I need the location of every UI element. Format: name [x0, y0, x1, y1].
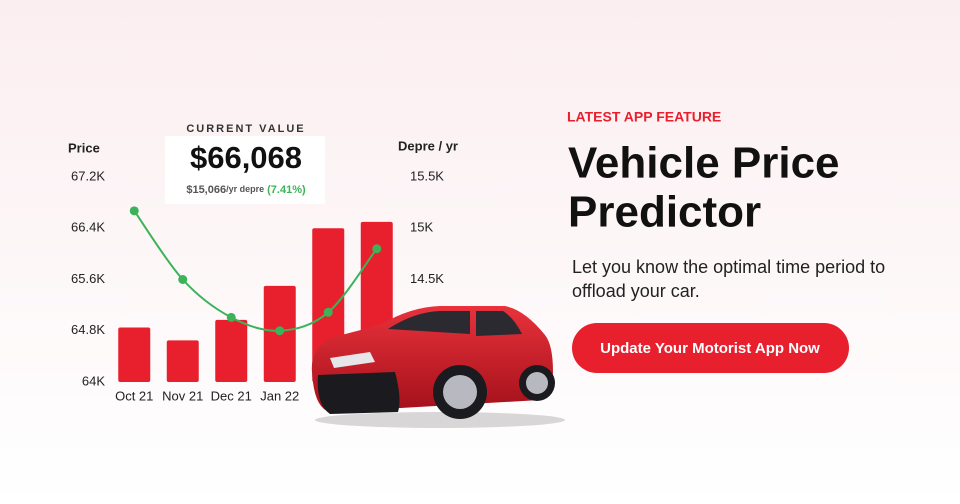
depre-unit: /yr depre: [226, 184, 264, 194]
depre-line: $15,066/yr depre (7.41%): [186, 184, 306, 196]
y-tick-label: 67.2K: [71, 168, 105, 183]
x-tick-label: Nov 21: [162, 388, 203, 403]
cta-button-bg[interactable]: [572, 323, 849, 373]
y-tick-label: 66.4K: [71, 220, 105, 235]
value-heading: CURRENT VALUE: [186, 123, 305, 135]
bar: [166, 340, 199, 382]
x-tick-label: Oct 21: [115, 388, 153, 403]
y2-tick-label: 15.5K: [410, 168, 444, 183]
x-tick-label: Jan 22: [260, 388, 299, 403]
promo-text: Let you know the optimal time period to: [572, 257, 885, 277]
bar: [118, 327, 151, 382]
y2-axis-title: Depre / yr: [398, 138, 458, 153]
depre-point: [323, 307, 333, 317]
current-value: $66,068: [190, 140, 302, 175]
y-tick-label: 64K: [82, 373, 105, 388]
depre-point: [226, 312, 236, 322]
car-image: [311, 306, 565, 428]
y-axis-title: Price: [68, 140, 100, 155]
y2-tick-label: 14.5K: [410, 271, 444, 286]
y-tick-label: 64.8K: [71, 322, 105, 337]
depre-percent: (7.41%): [267, 184, 306, 196]
depre-point: [372, 244, 382, 254]
cta-button-label[interactable]: Update Your Motorist App Now: [600, 340, 820, 357]
depre-value: $15,066: [186, 184, 226, 196]
promo-text: offload your car.: [572, 281, 700, 301]
bar: [215, 319, 248, 382]
feature-tag: LATEST APP FEATURE: [567, 109, 721, 125]
depre-point: [275, 326, 285, 336]
value-box: CURRENT VALUE $66,068 $15,066/yr depre (7…: [165, 123, 325, 204]
depre-line: [133, 210, 378, 332]
cta-button[interactable]: Update Your Motorist App Now: [572, 323, 849, 373]
y2-tick-label: 15K: [410, 220, 433, 235]
y-tick-label: 65.6K: [71, 271, 105, 286]
depre-point: [178, 275, 188, 284]
promo-title: Vehicle Price: [568, 139, 840, 188]
value-box-bg: [165, 136, 325, 204]
x-tick-label: Dec 21: [211, 388, 252, 403]
promo-title: Predictor: [568, 188, 761, 237]
depre-point: [129, 206, 139, 216]
